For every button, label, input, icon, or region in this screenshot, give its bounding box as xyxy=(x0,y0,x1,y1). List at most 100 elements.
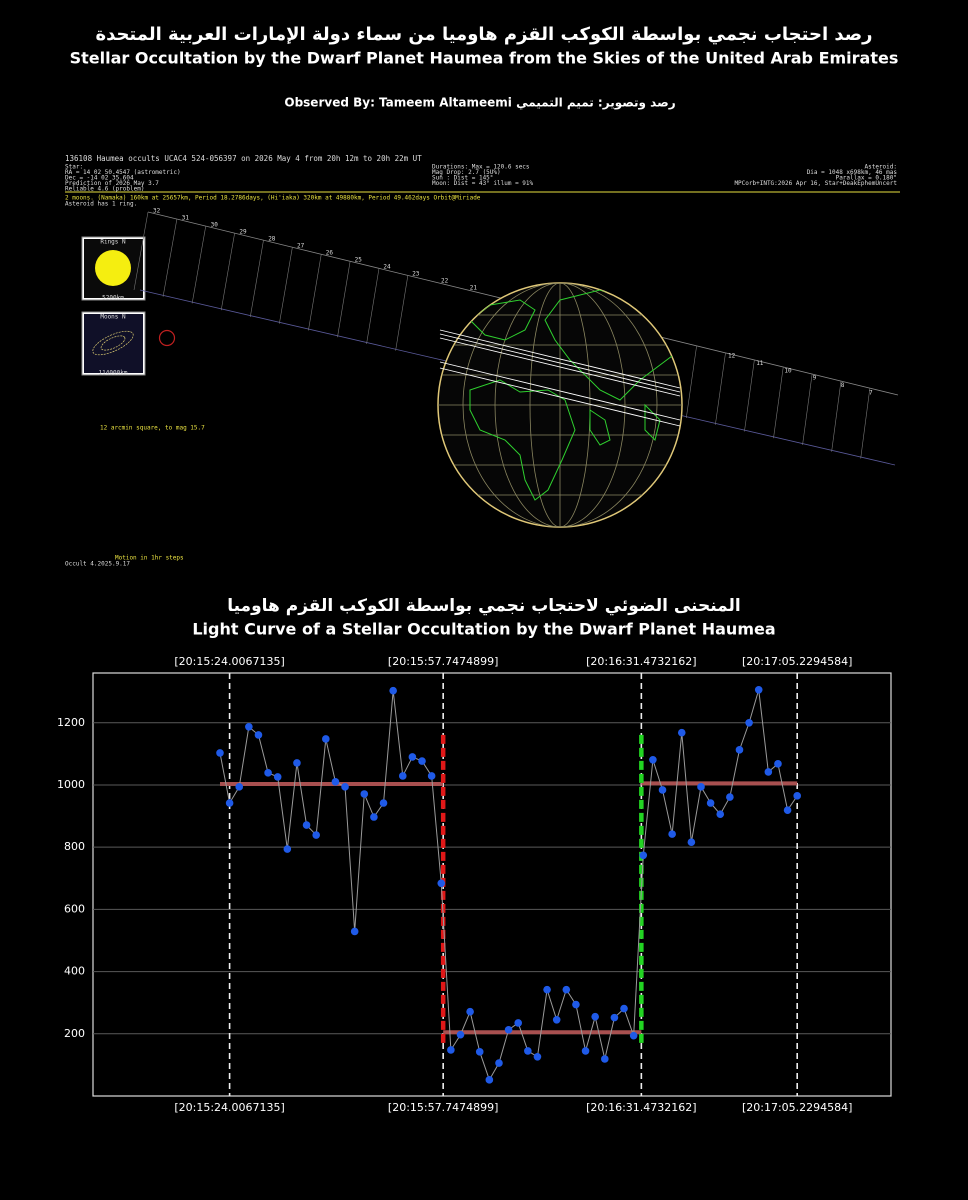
chart-title: Light Curve of a Stellar Occultation by … xyxy=(192,620,775,639)
path-time: 8 xyxy=(841,382,845,389)
data-point xyxy=(600,1055,609,1063)
data-point xyxy=(504,1025,513,1034)
moon-orbit xyxy=(100,335,126,351)
path-time: 12 xyxy=(728,353,736,360)
path-time: 22 xyxy=(441,278,449,285)
data-point xyxy=(225,799,234,807)
data-point xyxy=(427,772,436,780)
y-tick-label: 200 xyxy=(64,1027,85,1040)
data-point xyxy=(437,879,446,888)
path-step xyxy=(337,261,351,338)
y-tick-label: 1200 xyxy=(57,716,85,729)
title-ar: رصد احتجاب نجمي بواسطة الكوكب القزم هاوم… xyxy=(95,24,872,45)
data-point xyxy=(264,769,272,777)
path-line xyxy=(439,329,681,389)
data-point xyxy=(216,749,224,757)
data-point xyxy=(447,1046,455,1054)
path-line xyxy=(439,337,681,397)
data-point xyxy=(254,731,263,739)
path-step xyxy=(831,381,842,452)
data-point xyxy=(312,831,320,839)
occultation-map: 136108 Haumea occults UCAC4 524-056397 o… xyxy=(65,154,900,568)
data-point xyxy=(783,806,792,814)
data-point xyxy=(591,1012,599,1021)
data-point xyxy=(456,1030,465,1039)
data-point xyxy=(745,718,753,727)
path-step xyxy=(220,233,235,311)
data-point xyxy=(754,685,763,694)
data-point xyxy=(610,1013,619,1022)
path-time: 7 xyxy=(869,390,873,397)
data-point xyxy=(485,1076,494,1084)
path-over-globe xyxy=(439,329,681,427)
path-step xyxy=(366,268,380,344)
data-point xyxy=(379,799,388,807)
y-tick-label: 800 xyxy=(64,840,85,853)
path-step xyxy=(715,352,726,425)
path-time: 11 xyxy=(756,360,764,367)
path-time: 31 xyxy=(182,215,190,222)
data-point xyxy=(331,778,340,786)
path-step xyxy=(685,345,697,419)
path-time: 21 xyxy=(470,285,478,292)
data-point xyxy=(697,783,705,791)
path-time: 30 xyxy=(211,222,219,229)
data-point xyxy=(562,985,571,994)
map-info-line: Asteroid: xyxy=(864,164,897,171)
data-point xyxy=(389,686,397,695)
data-point xyxy=(639,851,648,860)
data-point xyxy=(302,821,311,829)
data-point xyxy=(475,1048,484,1056)
data-point xyxy=(322,735,330,743)
path-step xyxy=(279,247,293,324)
data-point xyxy=(408,753,417,761)
data-point xyxy=(398,772,407,780)
map-heading: 136108 Haumea occults UCAC4 524-056397 o… xyxy=(65,154,422,163)
asteroid-disk xyxy=(95,250,131,286)
path-time: 29 xyxy=(239,229,247,236)
map-info-line: Sun : Dist = 145° xyxy=(432,175,493,182)
data-point xyxy=(716,810,725,819)
field-note: 12 arcmin square, to mag 15.7 xyxy=(100,425,205,432)
map-info-line: Reliable 4.6 (problem) xyxy=(65,186,144,193)
data-point xyxy=(533,1053,542,1061)
data-point xyxy=(273,773,282,781)
path-step xyxy=(802,374,813,446)
x-tick-label-bottom: [20:15:24.0067135] xyxy=(174,1101,284,1114)
map-info-line: Prediction of 2026 May 3.7 xyxy=(65,180,159,187)
light-curve: 200 400 600 800 1000 1200 [20:15:24.0067135] [2… xyxy=(57,655,891,1114)
x-tick-label-top: [20:15:57.7474899] xyxy=(388,655,498,668)
data-point xyxy=(735,746,744,754)
path-step xyxy=(308,254,322,331)
data-point xyxy=(543,985,551,994)
map-info-line: Mag Drop: 2.7 (5U%) xyxy=(432,169,501,176)
plot-frame xyxy=(92,672,892,1097)
data-point xyxy=(293,759,301,767)
map-info-line: Star: xyxy=(65,164,83,171)
chart-title-ar: المنحنى الضوئي لاحتجاب نجمي بواسطة الكوك… xyxy=(227,596,741,616)
path-step xyxy=(860,388,871,459)
data-point xyxy=(235,783,244,791)
y-tick-label: 400 xyxy=(64,965,85,978)
rings-scale: 5200km xyxy=(102,295,124,302)
path-time: 28 xyxy=(268,236,276,243)
data-point xyxy=(620,1004,628,1013)
map-info-line: MPCorb+INTG:2026 Apr 16, Star+DeakEphemU… xyxy=(734,180,897,187)
path-time: 10 xyxy=(784,367,792,374)
path-step xyxy=(249,240,264,318)
data-point xyxy=(552,1015,561,1024)
map-info-line: Moon: Dist = 43° illum = 91% xyxy=(432,180,534,187)
data-point xyxy=(341,783,349,791)
x-tick-label-top: [20:16:31.4732162] xyxy=(586,655,696,668)
data-point xyxy=(370,813,378,821)
data-point xyxy=(764,768,773,776)
moons-label: Moons N xyxy=(100,314,126,321)
data-point xyxy=(360,790,369,798)
data-point xyxy=(706,799,715,807)
data-point xyxy=(726,793,734,801)
x-tick-label-bottom: [20:16:31.4732162] xyxy=(586,1101,696,1114)
data-point xyxy=(793,792,802,800)
data-point xyxy=(495,1059,503,1067)
observer: Observed By: Tameem Altameemi رصد وتصوير… xyxy=(284,96,675,111)
